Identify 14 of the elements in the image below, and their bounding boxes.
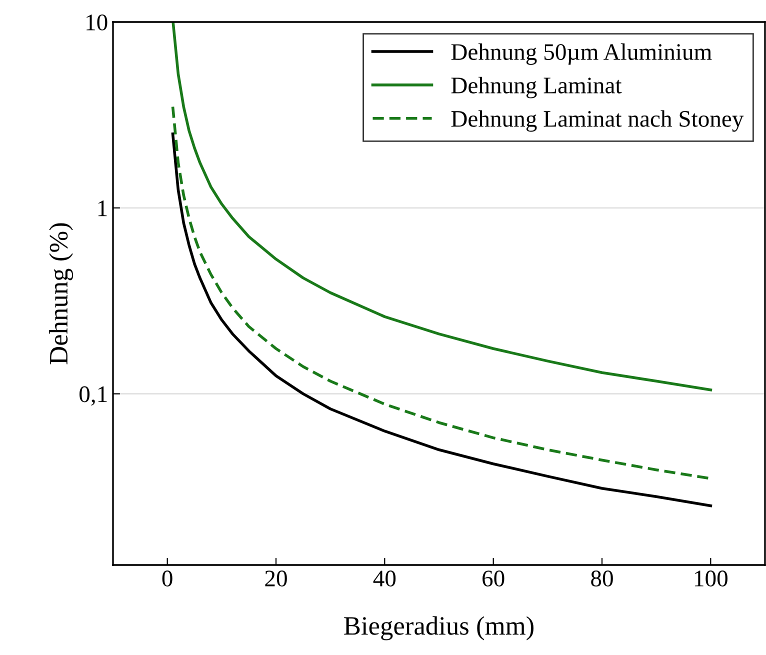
- y-tick-label: 0,1: [80, 386, 107, 406]
- y-axis-title: Dehnung (%): [49, 223, 74, 364]
- x-tick-label: 100: [695, 570, 728, 586]
- x-tick-label: 0: [162, 570, 172, 586]
- legend-label: Dehnung Laminat nach Stoney: [451, 110, 744, 132]
- x-tick-label: 60: [482, 570, 504, 586]
- y-tick-label: 1: [98, 200, 107, 216]
- legend-label: Dehnung Laminat: [451, 76, 622, 98]
- x-tick-label: 40: [373, 570, 396, 586]
- x-tick-label: 20: [265, 570, 287, 586]
- legend-label: Dehnung 50µm Aluminium: [451, 43, 712, 65]
- y-tick-label: 10: [86, 14, 108, 30]
- x-tick-label: 80: [591, 570, 613, 586]
- x-axis-title: Biegeradius (mm): [344, 616, 534, 640]
